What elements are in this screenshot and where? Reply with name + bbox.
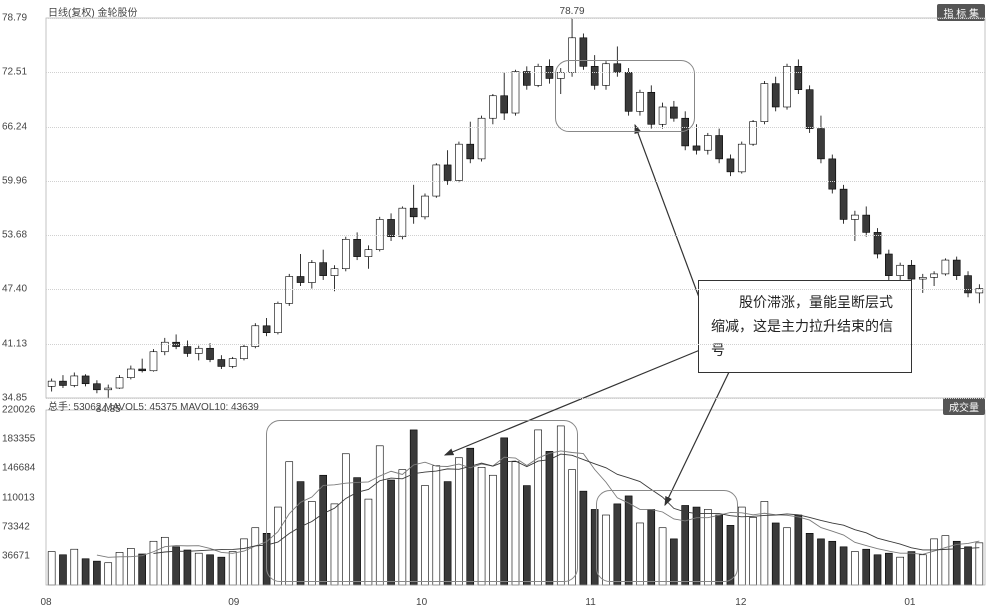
volume-ytick: 220026: [2, 405, 35, 416]
price-ytick: 53.68: [2, 230, 27, 241]
xtick: 09: [228, 597, 239, 608]
volume-ytick: 146684: [2, 463, 35, 474]
price-high-label: 78.79: [560, 6, 585, 17]
volume-ytick: 36671: [2, 550, 30, 561]
price-ytick: 47.40: [2, 284, 27, 295]
xtick: 11: [585, 597, 595, 608]
xtick: 12: [735, 597, 746, 608]
volume-ytick: 110013: [2, 492, 35, 503]
annotation-callout: 股价滞涨，量能呈断层式缩减，这是主力拉升结束的信号: [698, 280, 912, 373]
price-ytick: 72.51: [2, 67, 27, 78]
price-low-label: 34.85: [96, 404, 121, 415]
price-ytick: 78.79: [2, 13, 27, 24]
volume-ytick: 73342: [2, 521, 30, 532]
volume-badge[interactable]: 成交量: [943, 398, 985, 415]
price-ytick: 41.13: [2, 338, 27, 349]
xtick: 01: [904, 597, 915, 608]
callout-text: 股价滞涨，量能呈断层式缩减，这是主力拉升结束的信号: [711, 294, 893, 358]
volume-title: 总手: 53062 MAVOL5: 45375 MAVOL10: 43639: [48, 398, 259, 413]
price-ytick: 59.96: [2, 175, 27, 186]
volume-ytick: 183355: [2, 434, 35, 445]
xtick: 10: [416, 597, 427, 608]
price-ytick: 34.85: [2, 393, 27, 404]
xtick: 08: [40, 597, 51, 608]
chart-container: { "layout":{ "width":991,"height":608, "…: [0, 0, 991, 608]
price-ytick: 66.24: [2, 121, 27, 132]
